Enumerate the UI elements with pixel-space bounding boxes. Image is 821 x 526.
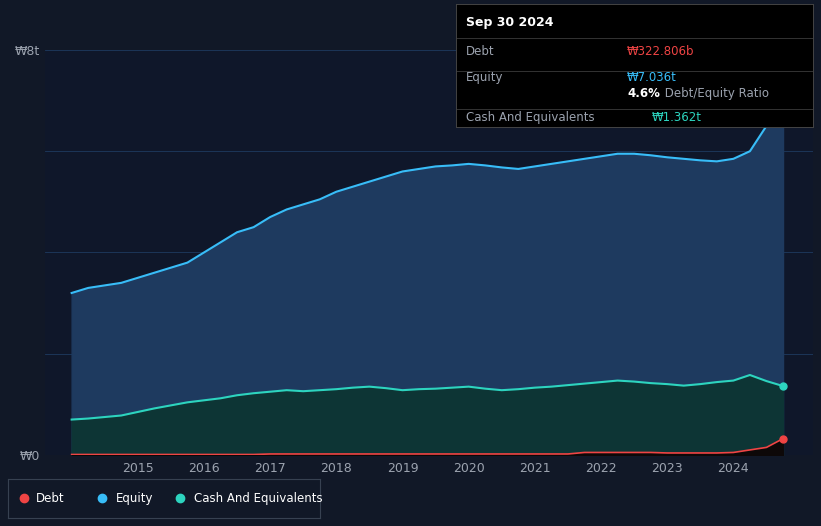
- Text: Cash And Equivalents: Cash And Equivalents: [194, 492, 323, 505]
- Text: 4.6%: 4.6%: [627, 87, 660, 100]
- Text: Equity: Equity: [116, 492, 154, 505]
- Text: Debt/Equity Ratio: Debt/Equity Ratio: [661, 87, 769, 100]
- Text: Debt: Debt: [36, 492, 65, 505]
- Text: ₩322.806b: ₩322.806b: [627, 45, 695, 58]
- Text: Debt: Debt: [466, 45, 495, 58]
- Text: Equity: Equity: [466, 72, 504, 84]
- Text: Cash And Equivalents: Cash And Equivalents: [466, 111, 595, 124]
- Text: ₩7.036t: ₩7.036t: [627, 72, 677, 84]
- Text: Sep 30 2024: Sep 30 2024: [466, 16, 554, 29]
- Text: ₩1.362t: ₩1.362t: [652, 111, 702, 124]
